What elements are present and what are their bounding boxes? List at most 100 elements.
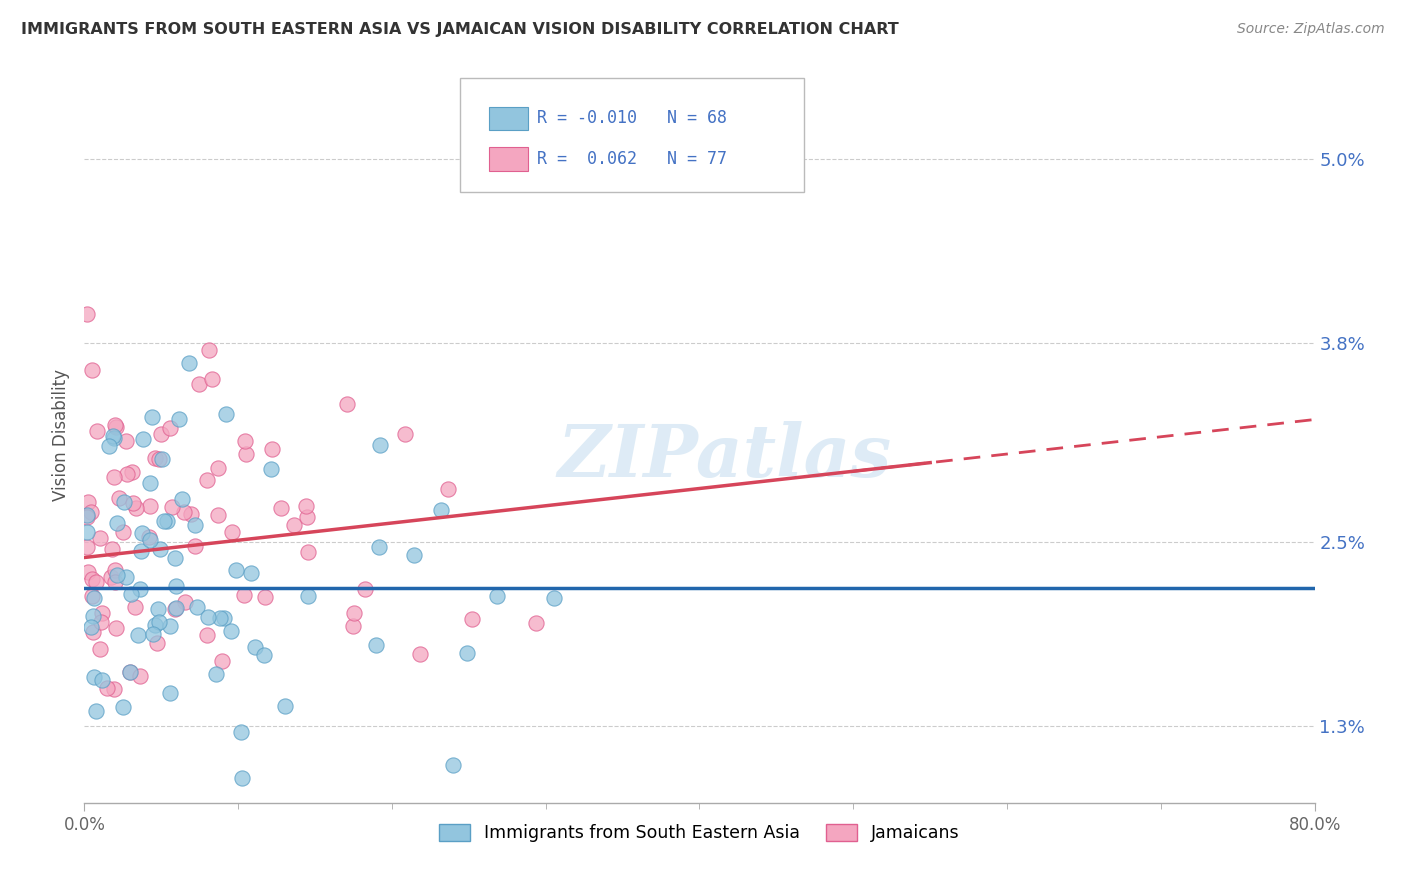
Point [159,619,181,633]
Point [108,491,131,505]
Point [84,704,107,718]
Point [177,356,200,370]
Point [186,600,208,615]
Point [91,606,114,620]
Point [97,439,120,453]
Text: R =  0.062   N = 77: R = 0.062 N = 77 [537,150,727,168]
Point [103,563,125,577]
Point [105,420,128,434]
Point [165,551,187,566]
Point [174,595,197,609]
Point [195,628,218,642]
Point [77,495,100,509]
Text: Source: ZipAtlas.com: Source: ZipAtlas.com [1237,22,1385,37]
Legend: Immigrants from South Eastern Asia, Jamaicans: Immigrants from South Eastern Asia, Jama… [432,817,967,849]
Point [82,625,104,640]
Point [82,589,104,603]
Point [82,609,104,624]
Point [156,515,179,529]
Point [201,371,224,385]
Point [124,600,146,615]
Point [243,640,266,654]
Point [173,505,195,519]
Point [141,409,163,424]
Point [86,424,108,438]
Point [115,570,138,584]
FancyBboxPatch shape [460,78,804,192]
Point [253,648,276,663]
Point [233,434,256,448]
Point [197,610,219,624]
Point [96,681,118,695]
Point [111,700,134,714]
Point [139,533,162,547]
Point [165,600,187,615]
Point [129,544,152,558]
Point [105,568,128,582]
Point [165,579,187,593]
Point [129,669,152,683]
Point [368,438,391,452]
Point [76,565,98,579]
Point [297,545,319,559]
Point [148,615,170,630]
Point [129,582,152,597]
Point [150,427,173,442]
Point [221,525,243,540]
Point [273,698,295,713]
Point [105,516,128,530]
Point [153,514,176,528]
Point [235,447,257,461]
Point [122,496,145,510]
Point [80,620,103,634]
Point [138,530,160,544]
Point [198,343,221,358]
Point [215,407,238,421]
Point [150,451,173,466]
Point [148,452,170,467]
Point [103,681,125,696]
Point [100,569,122,583]
Text: ZIPatlas: ZIPatlas [557,421,891,492]
Point [430,503,453,517]
Point [343,607,366,621]
Point [76,509,98,524]
Point [101,542,124,557]
Point [103,431,125,445]
Point [148,602,170,616]
Point [205,667,228,681]
Point [103,470,125,484]
Point [76,540,98,554]
Point [408,648,430,662]
Point [212,611,235,625]
Point [83,591,105,605]
Point [436,482,458,496]
Point [402,548,425,562]
Point [84,574,107,589]
Point [180,507,202,521]
Point [159,686,181,700]
Point [91,673,114,688]
Point [76,524,98,539]
Point [76,307,98,321]
Point [121,466,143,480]
Point [172,491,194,506]
Point [543,591,565,606]
Point [295,510,318,524]
Point [353,582,375,596]
Point [342,619,364,633]
Point [485,589,508,603]
Point [163,601,186,615]
Point [225,563,247,577]
Point [283,517,305,532]
Point [207,461,229,475]
Point [80,572,103,586]
Point [253,591,276,605]
FancyBboxPatch shape [489,107,529,130]
Point [297,589,319,603]
Text: R = -0.010   N = 68: R = -0.010 N = 68 [537,110,727,128]
Point [143,618,166,632]
Point [394,427,416,442]
Point [114,434,136,448]
Point [364,638,387,652]
